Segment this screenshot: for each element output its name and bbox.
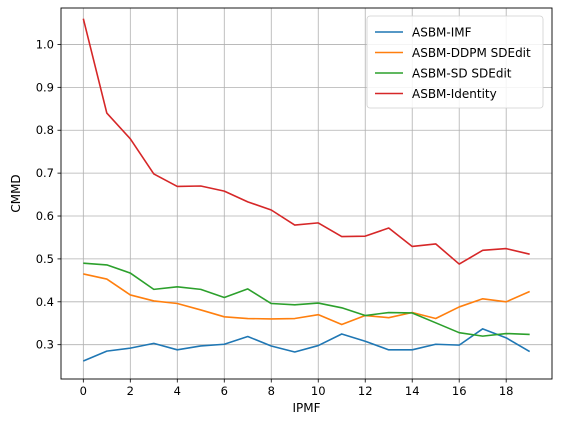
x-tick-label: 0 xyxy=(80,384,87,398)
legend-label: ASBM-SD SDEdit xyxy=(412,67,512,81)
y-tick-label: 0.5 xyxy=(36,252,54,266)
y-tick-label: 0.8 xyxy=(36,123,54,137)
x-tick-label: 14 xyxy=(405,384,420,398)
series-line-asbm-sd-sdedit xyxy=(83,262,530,337)
plot-frame xyxy=(60,7,553,380)
y-tick-label: 0.9 xyxy=(36,80,54,94)
y-tick-label: 0.4 xyxy=(36,295,54,309)
y-tick-label: 1.0 xyxy=(36,37,54,51)
x-tick-label: 6 xyxy=(221,384,228,398)
x-tick-label: 18 xyxy=(499,384,514,398)
y-tick-label: 0.3 xyxy=(36,338,54,352)
y-tick-label: 0.7 xyxy=(36,166,54,180)
legend: ASBM-IMF ASBM-DDPM SDEdit ASBM-SD SDEdit AS… xyxy=(366,15,544,109)
series-line-asbm-imf xyxy=(83,328,531,362)
y-axis-ticks: 0.3 0.4 0.5 0.6 0.7 0.8 0.9 1.0 xyxy=(36,37,61,352)
legend-label: ASBM-IMF xyxy=(412,26,472,40)
y-tick-label: 0.6 xyxy=(36,209,54,223)
series-line-asbm-identity xyxy=(82,18,530,265)
x-tick-label: 16 xyxy=(452,384,467,398)
x-axis-ticks: 0 2 4 6 8 10 12 14 16 18 xyxy=(80,379,514,398)
series-line-asbm-ddpm-sdedit xyxy=(83,273,531,326)
x-tick-label: 8 xyxy=(268,384,275,398)
x-axis-label: IPMF xyxy=(292,401,320,415)
x-tick-label: 2 xyxy=(127,384,134,398)
grid-lines xyxy=(61,8,552,379)
x-tick-label: 4 xyxy=(174,384,181,398)
legend-label: ASBM-Identity xyxy=(412,87,497,101)
x-tick-label: 12 xyxy=(358,384,373,398)
legend-label: ASBM-DDPM SDEdit xyxy=(412,46,531,60)
x-tick-label: 10 xyxy=(311,384,326,398)
y-axis-label: CMMD xyxy=(9,174,23,212)
series-lines xyxy=(82,18,531,362)
legend-box xyxy=(366,15,544,109)
